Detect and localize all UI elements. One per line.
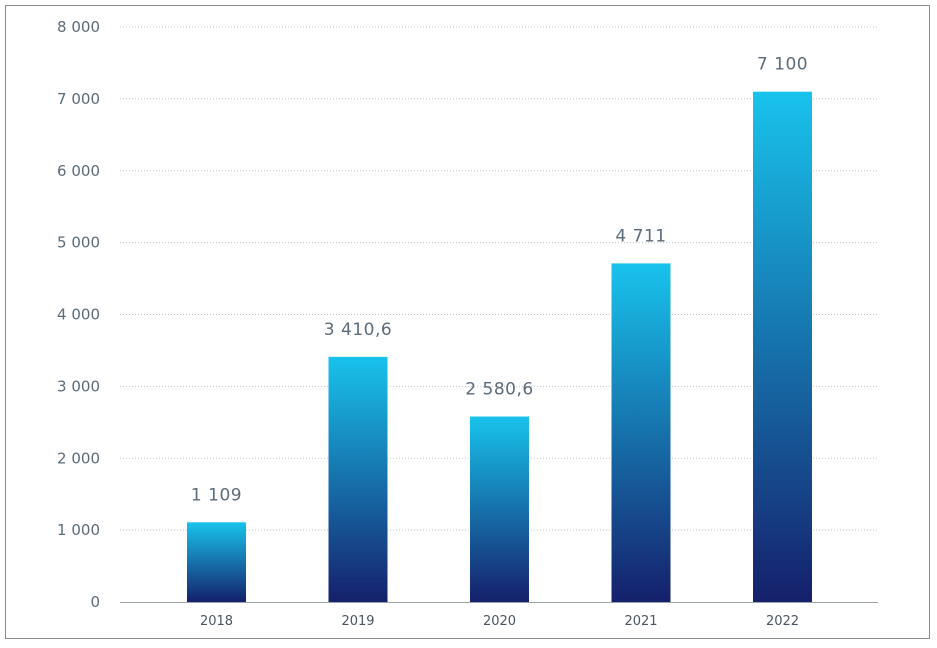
bar-2021 — [611, 263, 671, 602]
data-label-2019: 3 410,6 — [324, 320, 392, 340]
y-tick-label: 3 000 — [57, 377, 100, 395]
bar-2022 — [753, 91, 812, 602]
x-tick-label-2022: 2022 — [766, 614, 799, 629]
x-axis-tick-labels: 2018 2019 2020 2021 2022 — [200, 614, 799, 629]
x-tick-label-2021: 2021 — [624, 614, 657, 629]
x-tick-label-2020: 2020 — [483, 614, 516, 629]
y-tick-label: 5 000 — [57, 234, 100, 252]
y-tick-label: 8 000 — [57, 18, 100, 36]
y-tick-label: 6 000 — [57, 162, 100, 180]
bar-2018 — [187, 522, 246, 602]
y-tick-label: 7 000 — [57, 90, 100, 108]
bar-2020 — [470, 416, 529, 602]
data-label-2018: 1 109 — [191, 485, 242, 505]
bars — [187, 91, 812, 602]
data-labels: 1 109 3 410,6 2 580,6 4 711 7 100 — [191, 55, 808, 506]
bar-2019 — [328, 356, 388, 602]
y-tick-label: 0 — [90, 593, 100, 611]
x-tick-label-2018: 2018 — [200, 614, 233, 629]
data-label-2021: 4 711 — [615, 226, 666, 246]
y-tick-label: 1 000 — [57, 521, 100, 539]
x-tick-label-2019: 2019 — [341, 614, 374, 629]
y-axis-tick-labels: 0 1 000 2 000 3 000 4 000 5 000 6 000 7 000 8 00… — [57, 18, 100, 611]
data-label-2022: 7 100 — [757, 55, 808, 75]
data-label-2020: 2 580,6 — [465, 380, 533, 400]
y-tick-label: 2 000 — [57, 449, 100, 467]
y-tick-label: 4 000 — [57, 306, 100, 324]
